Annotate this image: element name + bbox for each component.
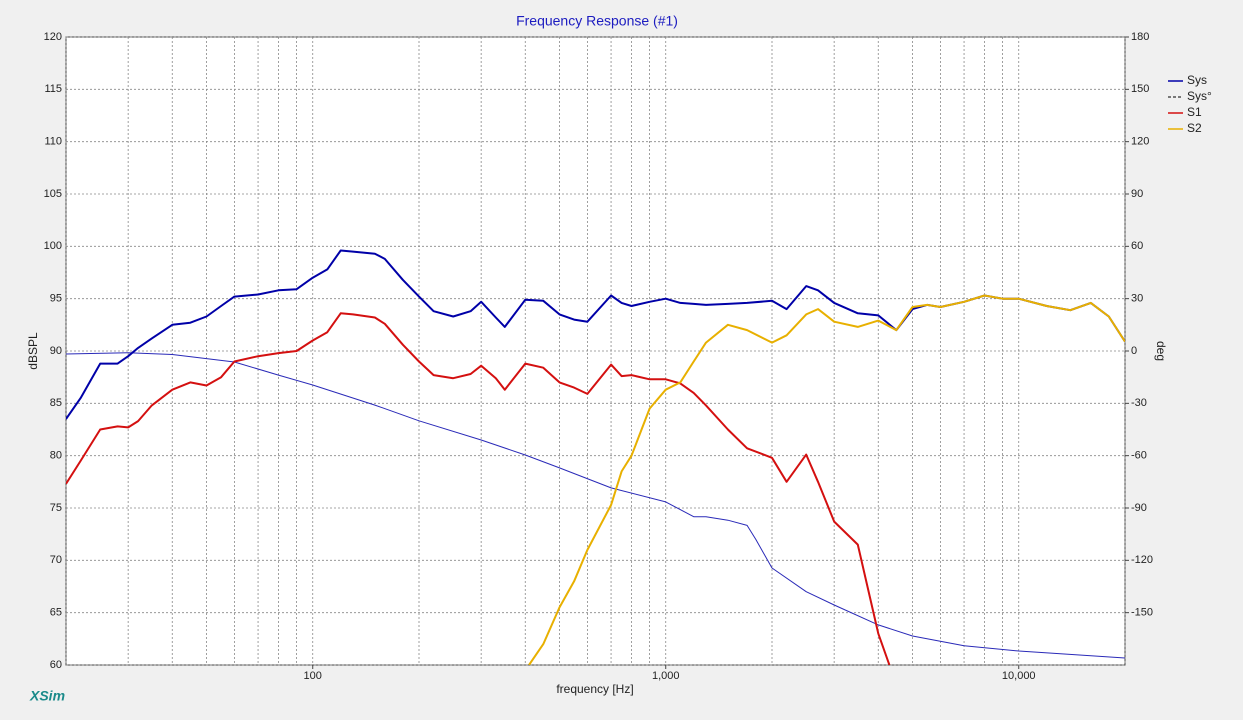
chart-title: Frequency Response (#1): [516, 13, 678, 29]
y2-tick-label: 60: [1131, 240, 1143, 252]
y2-axis-label: deg: [1154, 341, 1168, 361]
series-group: [66, 249, 1125, 665]
legend-label: Sys°: [1187, 89, 1212, 103]
y-tick-label: 95: [50, 293, 62, 305]
y-axis-label: dBSPL: [26, 332, 40, 370]
y2-tick-label: 0: [1131, 345, 1137, 357]
y-tick-label: 60: [50, 659, 62, 671]
y2-tick-label: -90: [1131, 502, 1147, 514]
y-tick-label: 75: [50, 502, 62, 514]
x-tick-label: 1,000: [652, 670, 680, 682]
y-tick-label: 115: [44, 83, 62, 95]
brand: XSim: [29, 688, 65, 704]
y-tick-label: 110: [44, 136, 62, 148]
y2-tick-label: 180: [1131, 31, 1149, 43]
y2-tick-label: -60: [1131, 450, 1147, 462]
y-tick-label: 65: [50, 607, 62, 619]
y2-tick-label: 30: [1131, 293, 1143, 305]
y2-tick-label: 150: [1131, 83, 1149, 95]
series-line: [66, 249, 1125, 420]
y-tick-label: 70: [50, 554, 62, 566]
series-line: [66, 352, 1125, 659]
x-tick-label: 100: [304, 670, 322, 682]
legend-label: Sys: [1187, 73, 1207, 87]
y-tick-label: 120: [44, 31, 62, 43]
y2-tick-label: -150: [1131, 607, 1153, 619]
y2-tick-label: -30: [1131, 397, 1147, 409]
y-tick-label: 105: [44, 188, 62, 200]
y-tick-label: 80: [50, 450, 62, 462]
series-line: [528, 294, 1125, 665]
y-tick-label: 100: [44, 240, 62, 252]
y-tick-label: 90: [50, 345, 62, 357]
legend-label: S1: [1187, 105, 1202, 119]
y-tick-label: 85: [50, 397, 62, 409]
x-axis-label: frequency [Hz]: [556, 682, 633, 696]
series-line: [66, 312, 891, 665]
x-tick-label: 10,000: [1002, 670, 1036, 682]
y2-tick-label: 90: [1131, 188, 1143, 200]
legend-label: S2: [1187, 121, 1202, 135]
y2-tick-label: 120: [1131, 136, 1149, 148]
y2-tick-label: -120: [1131, 554, 1153, 566]
